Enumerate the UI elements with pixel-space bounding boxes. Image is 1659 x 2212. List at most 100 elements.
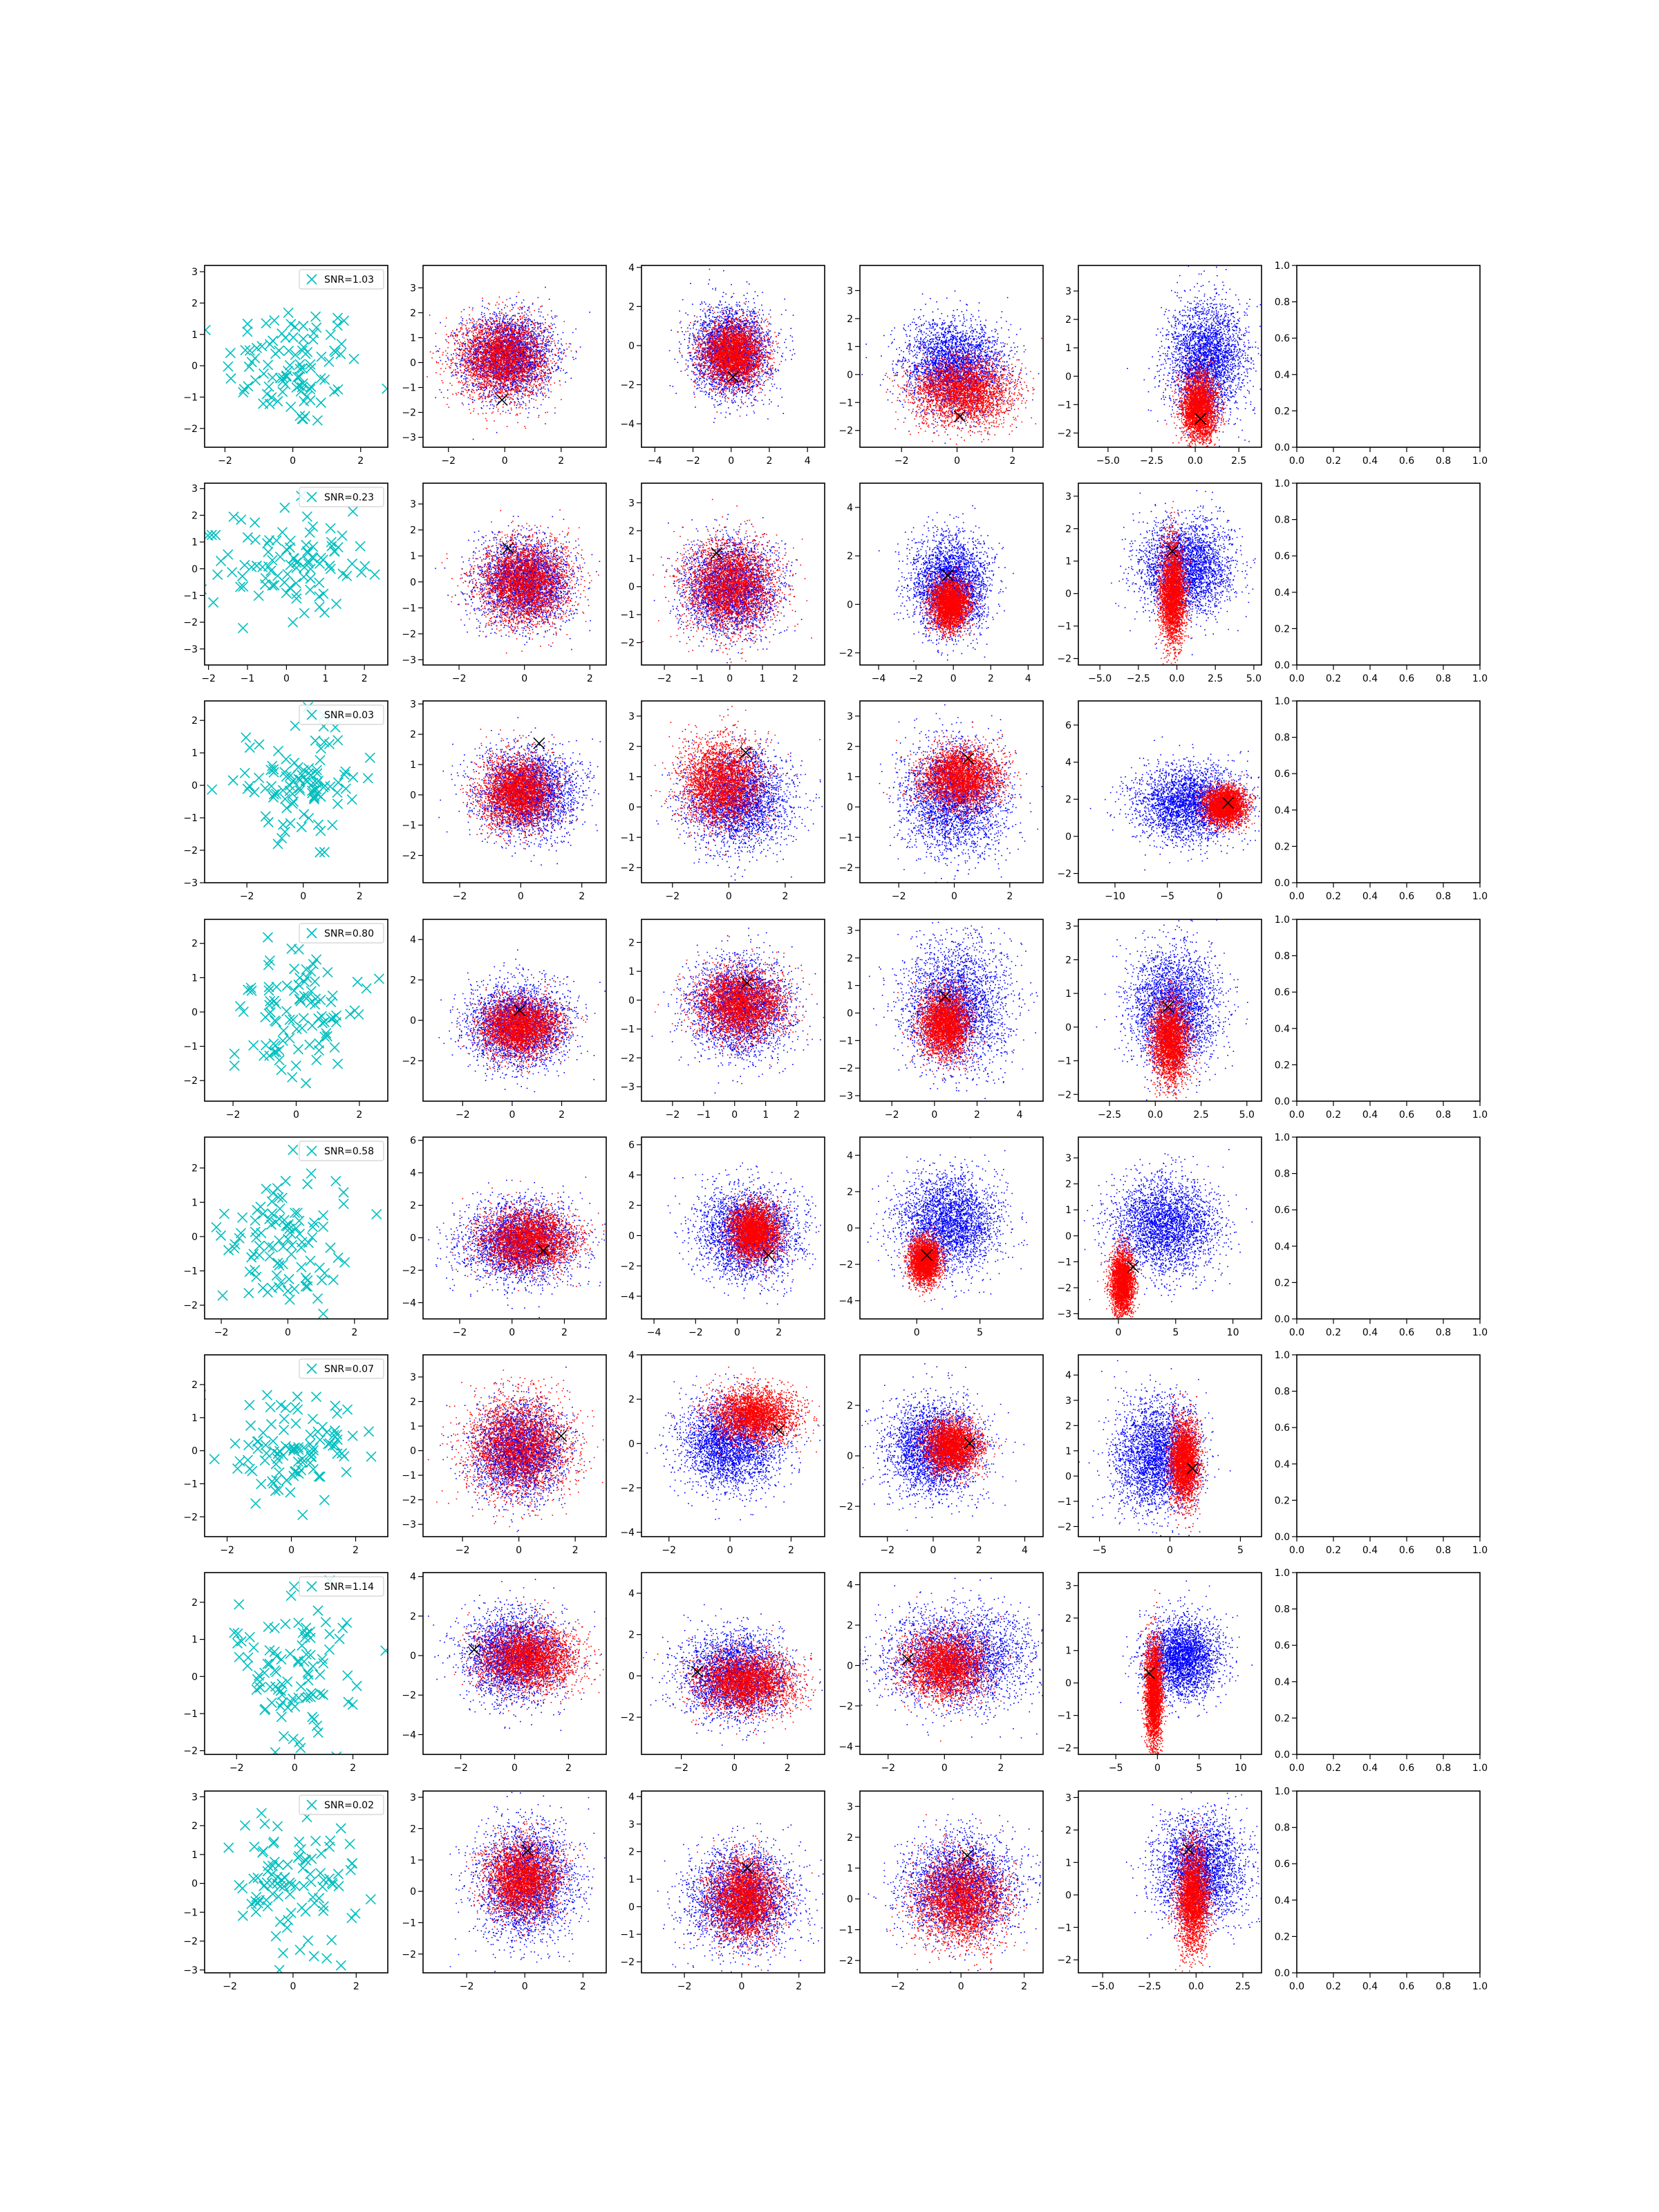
center-marker bbox=[774, 1425, 785, 1436]
y-tick-label: 1 bbox=[628, 772, 635, 783]
x-tick-label: −2 bbox=[666, 1109, 680, 1121]
y-tick-label: 0 bbox=[847, 599, 853, 610]
x-tick-label: 0.0 bbox=[1289, 1109, 1304, 1121]
x-tick-label: 0.8 bbox=[1436, 1545, 1451, 1556]
y-tick-label: 0 bbox=[628, 995, 635, 1006]
y-tick-label: −1 bbox=[183, 1709, 198, 1720]
y-tick-label: −1 bbox=[838, 1925, 853, 1936]
y-tick-label: −2 bbox=[1057, 1283, 1071, 1294]
x-tick-label: 0.8 bbox=[1436, 456, 1451, 467]
y-tick-label: 2 bbox=[628, 742, 635, 753]
x-tick-label: 0 bbox=[738, 1981, 744, 1992]
y-tick-label: −2 bbox=[183, 845, 198, 856]
plot-area bbox=[861, 290, 1069, 451]
x-tick-label: 1.0 bbox=[1472, 673, 1488, 684]
y-tick-label: 1 bbox=[410, 551, 416, 562]
x-tick-label: 0 bbox=[914, 1327, 920, 1338]
y-tick-label: 0 bbox=[191, 780, 198, 791]
x-tick-label: 0 bbox=[292, 1763, 298, 1774]
axes-frame bbox=[1297, 1573, 1480, 1754]
plot-area bbox=[229, 928, 431, 1088]
plot-area bbox=[197, 491, 424, 632]
legend: SNR=1.03 bbox=[299, 270, 384, 289]
y-tick-label: 0 bbox=[628, 341, 635, 352]
x-tick-label: 2 bbox=[1021, 1981, 1027, 1992]
x-tick-label: 0.0 bbox=[1289, 1981, 1304, 1992]
x-tick-label: −2 bbox=[894, 456, 909, 467]
x-tick-label: 0 bbox=[288, 1545, 294, 1556]
plot-area bbox=[879, 505, 1014, 668]
plot-area bbox=[862, 1363, 1025, 1530]
y-tick-label: 1 bbox=[1065, 556, 1071, 568]
x-tick-label: 2 bbox=[353, 1545, 359, 1556]
y-tick-label: −1 bbox=[402, 1918, 416, 1929]
y-tick-label: −1 bbox=[838, 397, 853, 409]
y-tick-label: 0.0 bbox=[1275, 878, 1290, 889]
y-tick-label: −3 bbox=[183, 878, 198, 889]
plot-area bbox=[1096, 912, 1248, 1115]
y-tick-label: −1 bbox=[1057, 1056, 1071, 1067]
y-tick-label: 0 bbox=[847, 1224, 853, 1235]
y-tick-label: 1.0 bbox=[1275, 1568, 1290, 1579]
y-tick-label: 6 bbox=[628, 1140, 635, 1151]
x-tick-label: −2 bbox=[453, 1327, 467, 1338]
x-tick-label: −2 bbox=[677, 1981, 692, 1992]
y-tick-label: 1 bbox=[628, 1875, 635, 1886]
x-tick-label: 10 bbox=[1227, 1327, 1239, 1338]
x-tick-label: 1 bbox=[322, 673, 328, 684]
y-tick-label: 3 bbox=[1065, 921, 1071, 932]
y-tick-label: −2 bbox=[183, 617, 198, 628]
y-tick-label: 0 bbox=[847, 1451, 853, 1462]
x-tick-label: 2 bbox=[362, 673, 368, 684]
y-tick-label: 1 bbox=[628, 554, 635, 565]
x-tick-label: 0.8 bbox=[1436, 1327, 1451, 1338]
x-tick-label: 0 bbox=[516, 1545, 522, 1556]
x-tick-label: −2 bbox=[441, 456, 456, 467]
y-tick-label: 2 bbox=[1065, 955, 1071, 966]
y-tick-label: 0 bbox=[410, 1446, 416, 1457]
y-tick-label: 3 bbox=[410, 699, 416, 710]
x-tick-label: 0.0 bbox=[1169, 673, 1184, 684]
y-tick-label: 0 bbox=[410, 1886, 416, 1897]
y-tick-label: 0 bbox=[191, 1879, 198, 1890]
scatter-points bbox=[151, 308, 391, 425]
y-tick-label: −4 bbox=[838, 1296, 853, 1307]
series-2-points bbox=[890, 1815, 1028, 1975]
x-tick-label: −2 bbox=[201, 673, 216, 684]
y-tick-label: 4 bbox=[847, 1150, 853, 1161]
y-tick-label: 1 bbox=[847, 341, 853, 353]
y-tick-label: 0 bbox=[1065, 1678, 1071, 1689]
x-tick-label: 1.0 bbox=[1472, 1545, 1488, 1556]
x-tick-label: 0 bbox=[522, 1981, 528, 1992]
y-tick-label: 0.0 bbox=[1275, 442, 1290, 453]
y-tick-label: −1 bbox=[838, 1035, 853, 1047]
y-tick-label: 0.6 bbox=[1275, 1423, 1290, 1434]
y-tick-label: 3 bbox=[847, 926, 853, 937]
y-tick-label: 2 bbox=[191, 1380, 198, 1391]
x-tick-label: −2 bbox=[662, 1545, 676, 1556]
plot-area bbox=[634, 1367, 836, 1520]
y-tick-label: 1 bbox=[1065, 988, 1071, 1000]
y-tick-label: 0.4 bbox=[1275, 1677, 1290, 1688]
x-tick-label: 0.0 bbox=[1289, 1763, 1304, 1774]
y-tick-label: 3 bbox=[1065, 491, 1071, 503]
y-tick-label: −2 bbox=[1057, 1521, 1071, 1533]
center-marker bbox=[955, 411, 966, 422]
y-tick-label: 0.4 bbox=[1275, 1024, 1290, 1035]
y-tick-label: 0.0 bbox=[1275, 1096, 1290, 1107]
y-tick-label: 1 bbox=[191, 1413, 198, 1424]
y-tick-label: 3 bbox=[1065, 286, 1071, 297]
y-tick-label: 0 bbox=[1065, 371, 1071, 382]
y-tick-label: 3 bbox=[191, 1792, 198, 1803]
y-tick-label: 0.2 bbox=[1275, 1931, 1290, 1942]
y-tick-label: 0.6 bbox=[1275, 551, 1290, 562]
